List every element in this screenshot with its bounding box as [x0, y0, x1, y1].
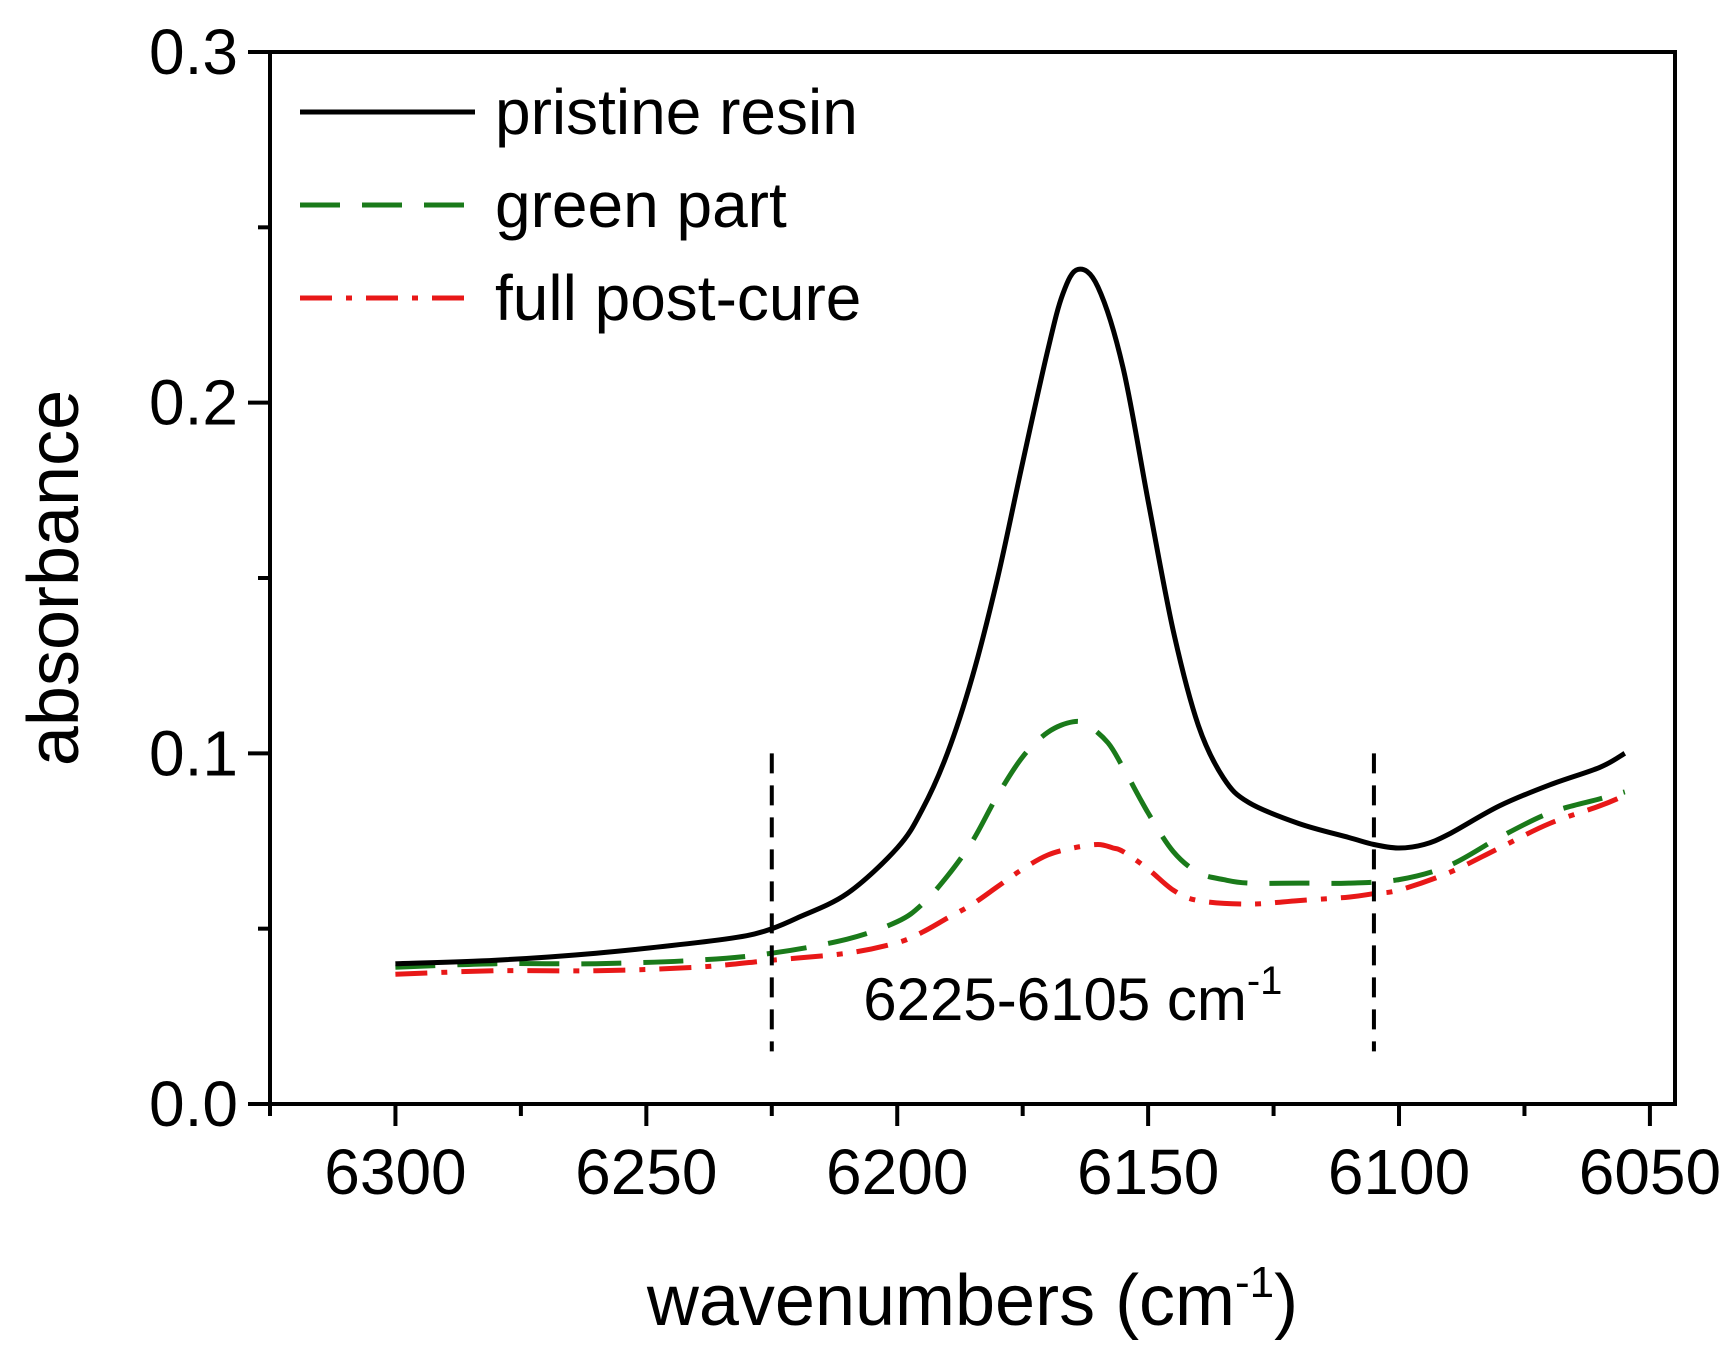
y-axis-title: absorbance	[14, 390, 94, 766]
range-label: 6225-6105 cm-1	[863, 959, 1282, 1033]
x-axis-title: wavenumbers (cm-1)	[646, 1258, 1298, 1341]
y-axis-ticks: 0.0 0.1 0.2 0.3	[149, 16, 270, 1140]
x-axis-ticks: 6300 6250 6200 6150 6100 6050	[268, 1104, 1721, 1208]
y-tick-label: 0.1	[149, 717, 238, 789]
legend-label-full-post-cure: full post-cure	[495, 262, 861, 334]
x-tick-label: 6050	[1579, 1136, 1721, 1208]
range-label-text: 6225-6105 cm	[863, 966, 1247, 1033]
legend-label-green-part: green part	[495, 169, 787, 241]
annotations: 6225-6105 cm-1	[769, 753, 1376, 1052]
x-tick-label: 6150	[1077, 1136, 1219, 1208]
y-tick-label: 0.0	[149, 1068, 238, 1140]
y-tick-label: 0.2	[149, 367, 238, 439]
legend: pristine resin green part full post-cure	[300, 76, 861, 334]
x-tick-label: 6300	[324, 1136, 466, 1208]
range-label-superscript: -1	[1247, 959, 1283, 1003]
y-tick-label: 0.3	[149, 16, 238, 88]
legend-label-pristine-resin: pristine resin	[495, 76, 858, 148]
x-tick-label: 6200	[826, 1136, 968, 1208]
x-tick-label: 6100	[1328, 1136, 1470, 1208]
x-tick-label: 6250	[575, 1136, 717, 1208]
